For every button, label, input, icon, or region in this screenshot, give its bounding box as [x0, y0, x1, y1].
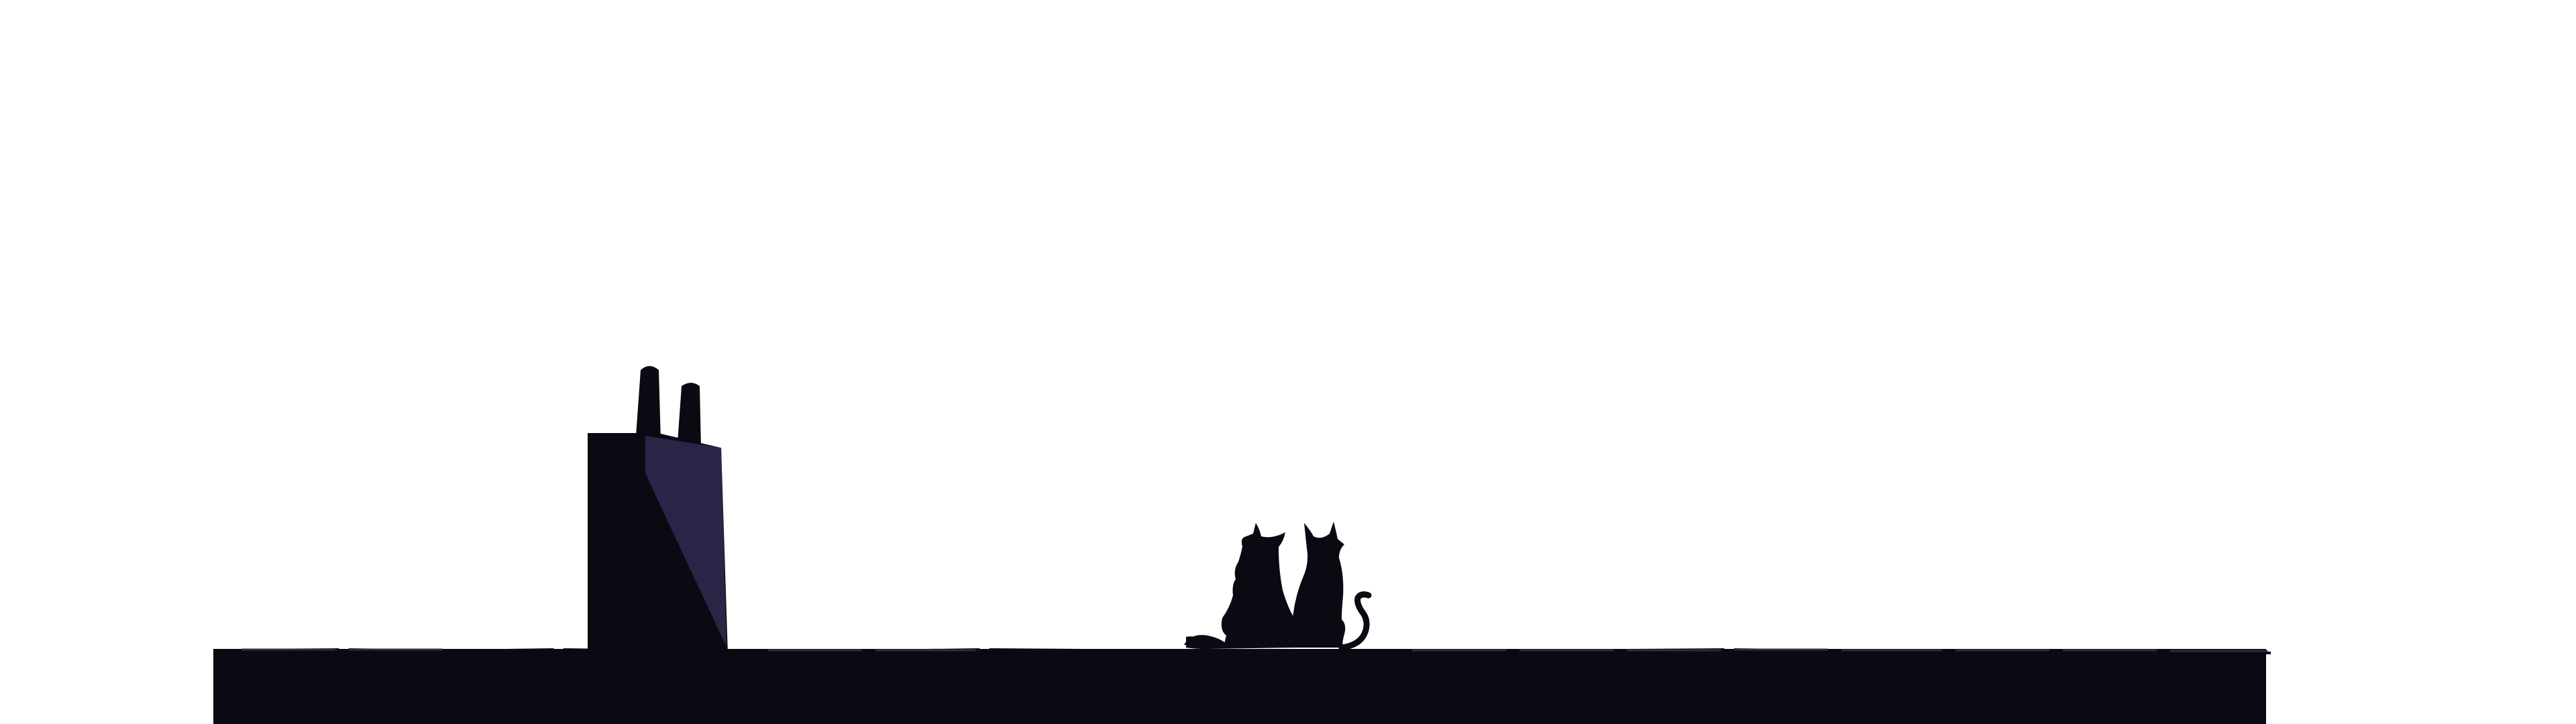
cat-left-tail	[1184, 635, 1228, 645]
cat-right	[1291, 522, 1372, 651]
chimney-pot-right	[678, 383, 701, 448]
roof-highlights	[241, 648, 2267, 652]
chimney-lit-face	[645, 436, 727, 647]
chimney-stack	[588, 366, 728, 654]
cat-right-tail	[1338, 591, 1372, 651]
chimney-pot-left	[636, 366, 661, 441]
cat-left	[1184, 523, 1296, 649]
rooftop	[213, 648, 2271, 724]
cat-left-body	[1186, 523, 1296, 649]
roof-body	[213, 649, 2266, 724]
cat-right-body	[1291, 522, 1346, 648]
